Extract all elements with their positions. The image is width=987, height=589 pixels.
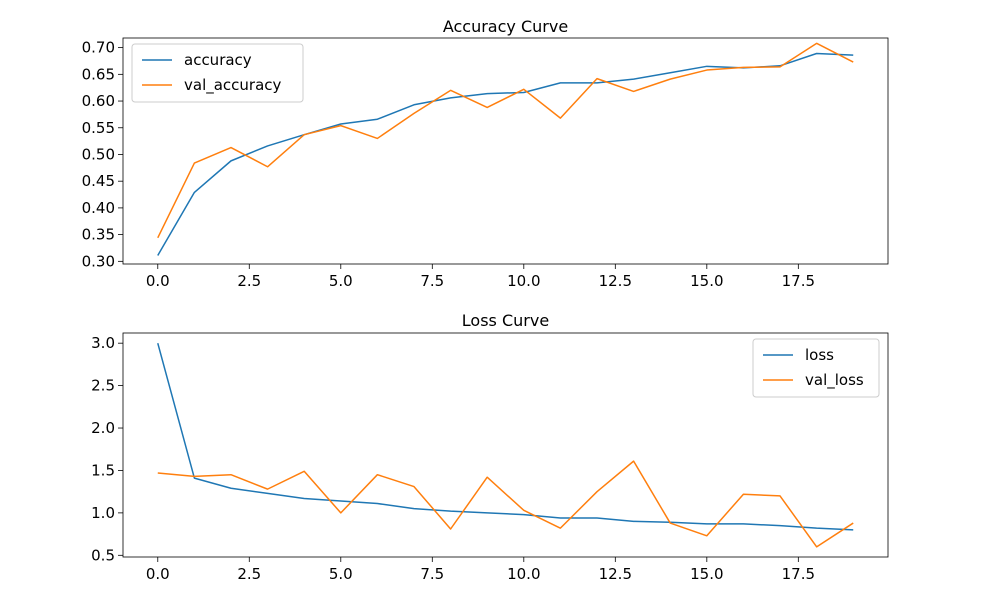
x-tick-label: 5.0	[329, 272, 353, 290]
y-tick-label: 0.45	[82, 172, 115, 190]
y-tick-label: 2.5	[91, 377, 115, 395]
x-tick-label: 12.5	[599, 272, 632, 290]
legend: loss val_loss	[752, 338, 880, 398]
y-tick-label: 1.5	[91, 461, 115, 479]
x-tick-label: 17.5	[782, 565, 815, 583]
legend-box	[131, 43, 304, 103]
y-tick-label: 0.65	[82, 65, 115, 83]
series-line-loss	[157, 342, 854, 531]
x-tick-label: 10.0	[507, 272, 540, 290]
y-tick-label: 0.50	[82, 145, 115, 163]
x-tick-label: 7.5	[420, 565, 444, 583]
y-tick-label: 0.35	[82, 226, 115, 244]
loss-chart: Loss Curve 0.0 2.5 5.0 7.5 10.0 12.5 15.0 17.5 0.…	[91, 311, 889, 583]
x-tick-label: 12.5	[599, 565, 632, 583]
x-tick-label: 0.0	[146, 565, 170, 583]
x-tick-label: 2.5	[237, 272, 261, 290]
legend: accuracy val_accuracy	[131, 43, 304, 103]
x-tick-label: 15.0	[690, 272, 723, 290]
y-tick-label: 0.30	[82, 252, 115, 270]
y-tick-label: 0.60	[82, 92, 115, 110]
x-tick-label: 0.0	[146, 272, 170, 290]
x-tick-label: 2.5	[237, 565, 261, 583]
x-tick-label: 10.0	[507, 565, 540, 583]
plot-frame	[122, 332, 889, 558]
x-tick-label: 17.5	[782, 272, 815, 290]
y-tick-label: 0.70	[82, 39, 115, 57]
series-line-val_accuracy	[157, 42, 854, 239]
plot-frame	[122, 37, 889, 265]
chart-title: Loss Curve	[462, 311, 549, 330]
y-tick-label: 0.40	[82, 199, 115, 217]
x-tick-label: 5.0	[329, 565, 353, 583]
y-tick-label: 0.5	[91, 546, 115, 564]
x-tick-label: 15.0	[690, 565, 723, 583]
y-tick-label: 2.0	[91, 419, 115, 437]
legend-label-val_accuracy: val_accuracy	[184, 76, 282, 95]
accuracy-chart: Accuracy Curve 0.0 2.5 5.0 7.5 10.0 12.5 15.0 17…	[82, 17, 889, 290]
x-tick-label: 7.5	[420, 272, 444, 290]
y-tick-label: 3.0	[91, 334, 115, 352]
chart-title: Accuracy Curve	[443, 17, 568, 36]
series-line-val_loss	[157, 460, 854, 548]
y-tick-label: 0.55	[82, 119, 115, 137]
legend-box	[752, 338, 880, 398]
legend-label-val_loss: val_loss	[805, 371, 864, 390]
y-tick-label: 1.0	[91, 504, 115, 522]
legend-label-accuracy: accuracy	[184, 51, 252, 69]
legend-label-loss: loss	[805, 346, 834, 364]
